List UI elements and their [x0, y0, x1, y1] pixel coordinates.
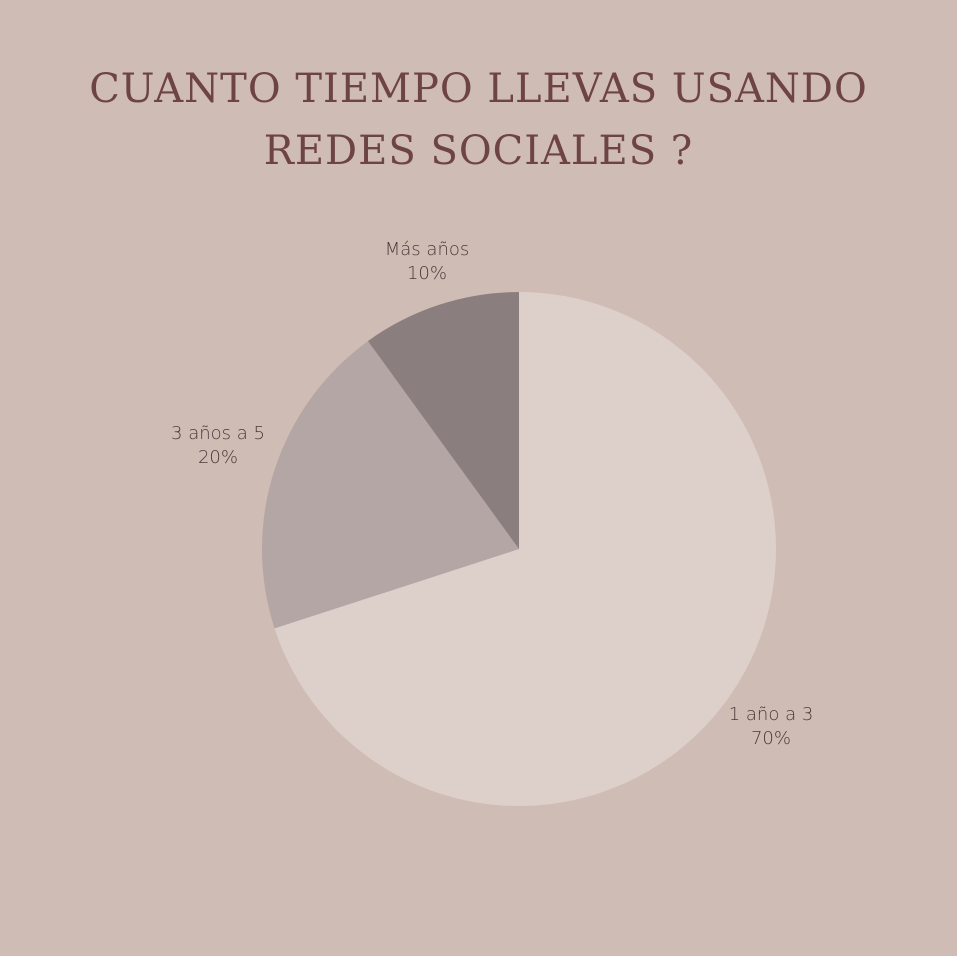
pie-slice-3 — [367, 292, 519, 549]
chart-title-line-1: CUANTO TIEMPO LLEVAS USANDO — [89, 66, 868, 112]
pie-slice-1 — [274, 292, 776, 806]
slice-value-label-2: 20% — [198, 447, 238, 468]
pie-labels: 1 año a 3 70% 3 años a 5 20% Más años 10% — [171, 239, 813, 749]
chart-title: CUANTO TIEMPO LLEVAS USANDO REDES SOCIAL… — [0, 58, 957, 182]
slice-label-3: Más años — [385, 239, 470, 260]
pie-slice-2 — [261, 341, 519, 629]
slice-label-1: 1 año a 3 — [729, 704, 814, 725]
slice-value-label-1: 70% — [751, 728, 791, 749]
slice-label-2: 3 años a 5 — [171, 423, 265, 444]
slice-value-label-3: 10% — [407, 263, 447, 284]
chart-title-line-2: REDES SOCIALES ? — [263, 128, 694, 174]
pie-slices — [261, 292, 776, 806]
